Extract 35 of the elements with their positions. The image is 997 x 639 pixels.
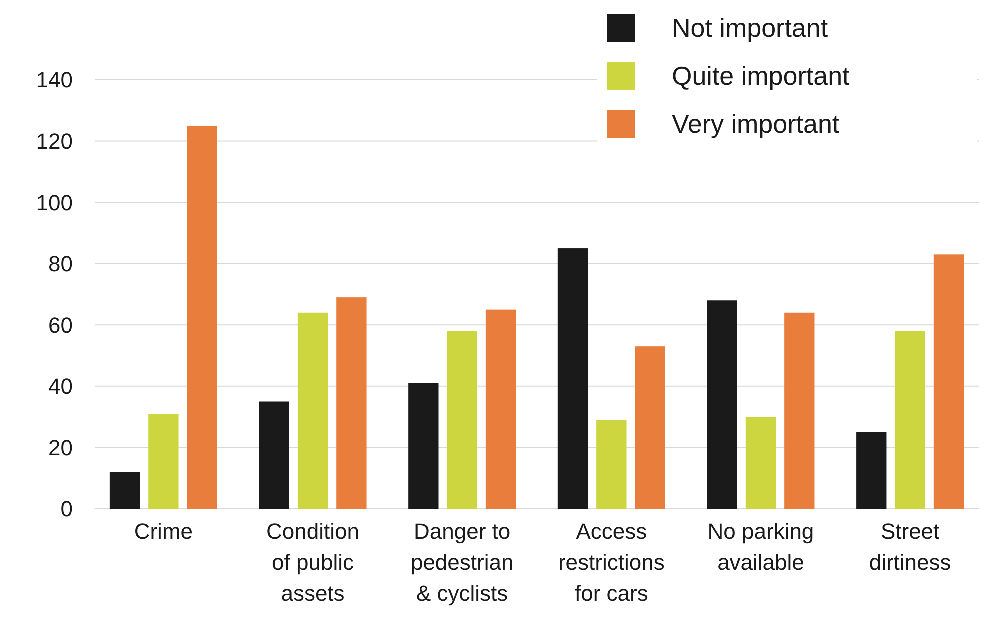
bar	[856, 432, 887, 509]
bar	[447, 331, 478, 509]
y-tick-label: 60	[48, 312, 73, 338]
legend-label: Not important	[672, 13, 829, 44]
bar	[259, 402, 290, 509]
x-tick-label: Access restrictions for cars	[558, 519, 665, 606]
y-tick-label: 100	[36, 190, 73, 216]
x-tick-label: Danger to pedestrian & cyclists	[410, 519, 514, 606]
bar	[298, 312, 328, 509]
legend-label: Very important	[672, 109, 840, 140]
y-tick-label: 80	[48, 252, 73, 277]
x-tick-label: Condition of public assets	[266, 519, 360, 606]
bar	[934, 254, 964, 509]
bar	[408, 383, 439, 509]
bar	[746, 417, 776, 509]
bar	[895, 331, 926, 509]
y-tick-label: 140	[36, 68, 73, 93]
bar	[336, 298, 367, 509]
bar	[707, 300, 738, 509]
bar	[110, 472, 140, 509]
y-tick-label: 40	[48, 374, 73, 400]
x-tick-label: Street dirtiness	[869, 519, 952, 575]
y-tick-label: 20	[48, 435, 73, 460]
x-tick-label: Crime	[134, 519, 194, 544]
bar	[558, 248, 588, 509]
bar	[486, 310, 516, 509]
bar	[596, 420, 627, 509]
bar	[635, 346, 666, 509]
bar	[148, 414, 179, 509]
bar	[187, 126, 218, 509]
y-tick-label: 0	[60, 496, 73, 522]
x-tick-label: No parking available	[708, 519, 814, 575]
y-tick-label: 120	[36, 128, 73, 154]
legend-label: Quite important	[672, 61, 851, 92]
bar	[784, 312, 815, 509]
